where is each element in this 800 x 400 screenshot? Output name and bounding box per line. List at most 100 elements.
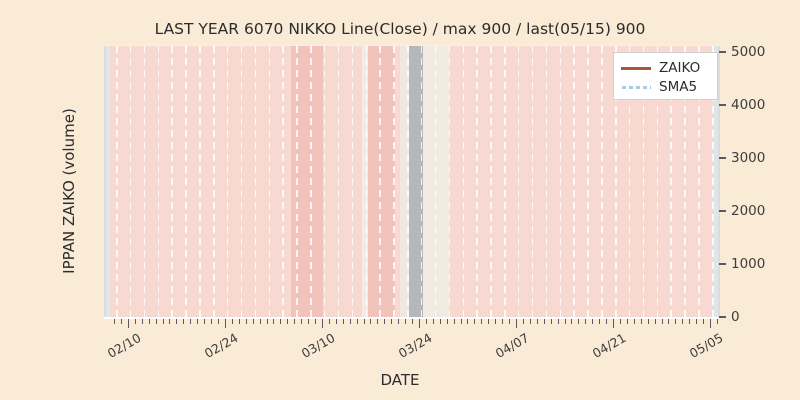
gridline-vertical	[171, 46, 173, 317]
x-tick-minor	[301, 319, 303, 324]
x-tick-minor	[606, 319, 607, 324]
gridline-vertical	[517, 46, 520, 317]
band-edge-left	[105, 46, 110, 317]
gridline-vertical	[573, 46, 575, 317]
gridline-vertical	[379, 46, 381, 317]
x-tick-minor	[169, 319, 171, 324]
x-tick-minor	[370, 319, 372, 324]
x-tick-minor	[439, 319, 441, 324]
chart-legend: ZAIKO SMA5	[613, 52, 718, 100]
x-tick-minor	[557, 319, 559, 324]
gridline-vertical	[490, 46, 492, 317]
x-tick-minor	[183, 319, 185, 324]
x-tick-minor	[141, 319, 143, 324]
x-tick-minor	[488, 319, 490, 324]
y-tick-5000	[719, 51, 726, 53]
gridline-vertical	[129, 46, 132, 317]
gridline-vertical	[296, 46, 298, 317]
x-axis-title: DATE	[380, 371, 420, 389]
gridline-vertical	[476, 46, 478, 317]
x-tick-minor	[328, 319, 330, 324]
x-tick-minor	[425, 319, 427, 324]
x-tick-minor	[162, 319, 164, 324]
band-grey	[409, 46, 423, 317]
gridline-vertical	[448, 46, 451, 317]
x-tick-minor	[550, 319, 552, 324]
gridline-vertical	[116, 46, 118, 317]
gridline-vertical	[601, 46, 603, 317]
x-tick-minor	[349, 319, 351, 324]
x-tick-minor	[384, 319, 386, 324]
x-tick-major-04-07	[516, 319, 517, 328]
gridline-vertical	[628, 46, 631, 317]
legend-label-sma5: SMA5	[659, 78, 698, 95]
x-tick-minor	[578, 319, 580, 324]
x-tick-minor	[155, 319, 157, 324]
band-pink-b	[323, 46, 362, 317]
x-tick-minor	[460, 319, 462, 324]
x-tick-minor	[280, 319, 282, 324]
x-tick-minor	[114, 319, 115, 324]
gridline-vertical	[310, 46, 312, 317]
gridline-vertical	[323, 46, 326, 317]
x-tick-minor	[647, 319, 649, 324]
x-tick-minor	[176, 319, 178, 324]
x-tick-minor	[405, 319, 407, 324]
x-tick-minor	[543, 319, 545, 324]
legend-swatch-zaiko	[621, 62, 651, 74]
x-tick-minor	[308, 319, 309, 324]
x-tick-minor	[453, 319, 455, 324]
x-tick-minor	[398, 319, 400, 324]
x-tick-minor	[495, 319, 497, 324]
x-tick-label-02-24: 02/24	[201, 330, 241, 362]
x-tick-minor	[571, 319, 573, 324]
gridline-vertical	[531, 46, 534, 317]
x-tick-minor	[564, 319, 566, 324]
gridline-vertical	[143, 46, 146, 317]
gridline-vertical	[185, 46, 187, 317]
x-tick-minor	[273, 319, 275, 324]
y-tick-label-1000: 1000	[731, 256, 766, 272]
x-tick-minor	[231, 319, 233, 324]
gridline-vertical	[712, 46, 714, 317]
x-tick-major-03-24	[419, 319, 420, 328]
x-tick-minor	[377, 319, 379, 324]
x-tick-minor	[703, 319, 704, 324]
x-tick-minor	[412, 319, 413, 324]
gridline-vertical	[254, 46, 257, 317]
legend-item-sma5: SMA5	[621, 77, 710, 96]
gridline-vertical	[365, 46, 368, 317]
gridline-vertical	[226, 46, 229, 317]
x-tick-minor	[287, 319, 289, 324]
legend-label-zaiko: ZAIKO	[659, 59, 701, 76]
y-tick-4000	[719, 104, 726, 106]
x-tick-minor	[536, 319, 538, 324]
x-tick-minor	[502, 319, 504, 324]
x-tick-label-02-10: 02/10	[104, 330, 144, 362]
x-tick-minor	[446, 319, 448, 324]
gridline-vertical	[213, 46, 215, 317]
gridline-vertical	[698, 46, 700, 317]
gridline-vertical	[407, 46, 409, 317]
x-tick-major-02-24	[225, 319, 226, 328]
x-tick-minor	[585, 319, 587, 324]
band-pink-dark-b	[368, 46, 395, 317]
plot-border-bottom	[104, 317, 720, 319]
gridline-vertical	[268, 46, 271, 317]
x-tick-minor	[474, 319, 476, 324]
y-tick-1000	[719, 263, 726, 265]
band-cream-b	[400, 46, 409, 317]
gridline-vertical	[351, 46, 354, 317]
x-tick-minor	[266, 319, 268, 324]
y-tick-label-4000: 4000	[731, 97, 766, 113]
y-tick-label-3000: 3000	[731, 150, 766, 166]
x-tick-minor	[245, 319, 247, 324]
x-tick-minor	[148, 319, 150, 324]
x-tick-minor	[626, 319, 628, 324]
x-tick-minor	[238, 319, 240, 324]
x-tick-minor	[640, 319, 642, 324]
x-tick-minor	[689, 319, 691, 324]
y-tick-0	[719, 316, 726, 318]
x-tick-minor	[716, 319, 718, 324]
